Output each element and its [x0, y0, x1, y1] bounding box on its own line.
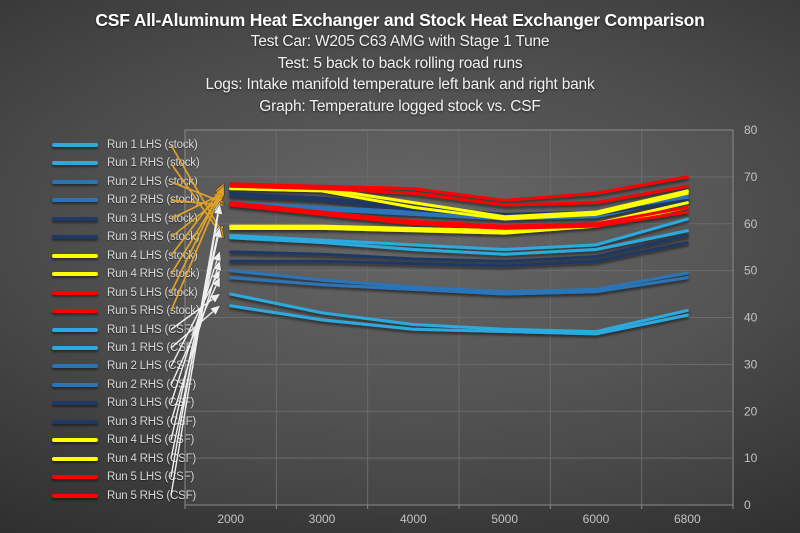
- legend-label: Run 1 RHS (stock): [107, 157, 200, 170]
- series-line: [229, 241, 689, 268]
- title-block: CSF All-Aluminum Heat Exchanger and Stoc…: [0, 9, 800, 117]
- y-axis-label: 60: [744, 217, 758, 231]
- series-line: [229, 175, 689, 202]
- legend-item: Run 2 LHS (stock): [52, 173, 198, 191]
- x-axis-label: 3000: [309, 512, 336, 526]
- legend-swatch: [52, 364, 98, 369]
- legend-swatch: [52, 272, 98, 277]
- series-line: [229, 217, 689, 252]
- x-axis-label: 5000: [491, 512, 518, 526]
- legend-label: Run 3 RHS (stock): [107, 231, 200, 244]
- y-axis-label: 70: [744, 170, 758, 184]
- x-axis-label: 6800: [674, 512, 701, 526]
- legend-swatch: [52, 327, 98, 332]
- legend-item: Run 4 LHS (CSF): [52, 431, 194, 449]
- y-axis-label: 0: [744, 498, 751, 512]
- csf-callout-arrow: [170, 252, 220, 404]
- x-axis-label: 4000: [400, 512, 427, 526]
- legend-item: Run 2 RHS (CSF): [52, 376, 196, 394]
- legend-label: Run 3 LHS (stock): [107, 212, 198, 225]
- series-line: [229, 229, 689, 256]
- legend-item: Run 5 RHS (stock): [52, 302, 200, 320]
- y-axis-label: 40: [744, 311, 758, 325]
- series-line: [229, 203, 689, 230]
- legend-label: Run 1 LHS (CSF): [107, 323, 195, 336]
- y-axis-label: 50: [744, 264, 758, 278]
- y-axis-label: 30: [744, 357, 758, 371]
- series-line: [229, 196, 689, 221]
- series-lines: [229, 175, 689, 336]
- legend-item: Run 1 LHS (stock): [52, 136, 198, 154]
- legend-label: Run 5 LHS (CSF): [107, 471, 195, 484]
- legend-label: Run 2 LHS (stock): [107, 175, 198, 188]
- legend-item: Run 1 RHS (stock): [52, 154, 200, 172]
- legend-swatch: [52, 309, 98, 314]
- stock-callout-arrow: [170, 144, 224, 235]
- y-axis-label: 10: [744, 451, 758, 465]
- legend-swatch: [52, 493, 98, 498]
- series-line: [229, 304, 689, 336]
- legend-item: Run 1 LHS (CSF): [52, 321, 194, 339]
- series-line: [229, 269, 689, 294]
- legend-swatch: [52, 345, 98, 350]
- legend-swatch: [52, 290, 98, 295]
- legend-swatch: [52, 456, 98, 461]
- legend-swatch: [52, 216, 98, 221]
- legend-swatch: [52, 438, 98, 443]
- legend-label: Run 4 LHS (CSF): [107, 434, 195, 447]
- series-line: [229, 184, 689, 207]
- series-line: [229, 292, 689, 334]
- legend-swatch: [52, 419, 98, 424]
- chart-title: CSF All-Aluminum Heat Exchanger and Stoc…: [95, 10, 705, 30]
- x-axis-label: 6000: [583, 512, 610, 526]
- legend-item: Run 5 RHS (CSF): [52, 487, 196, 505]
- legend-label: Run 2 RHS (CSF): [107, 378, 197, 391]
- legend-label: Run 5 RHS (stock): [107, 305, 200, 318]
- legend-item: Run 5 LHS (CSF): [52, 468, 194, 486]
- csf-callout-arrow: [170, 294, 220, 331]
- legend-item: Run 4 LHS (stock): [52, 247, 198, 265]
- csf-callout-arrow: [170, 203, 220, 478]
- plot-border: [184, 129, 734, 506]
- legend-item: Run 3 RHS (stock): [52, 228, 200, 246]
- legend-swatch: [52, 143, 98, 147]
- series-line: [229, 187, 689, 221]
- legend-swatch: [52, 198, 98, 203]
- x-axis-label: 2000: [217, 512, 244, 526]
- callout-arrows: [170, 144, 224, 496]
- legend-item: Run 5 LHS (stock): [52, 284, 198, 302]
- legend-label: Run 5 LHS (stock): [107, 286, 198, 299]
- legend-swatch: [52, 382, 98, 387]
- legend-swatch: [52, 475, 98, 480]
- subtitle-graph: Graph: Temperature logged stock vs. CSF: [259, 97, 541, 115]
- subtitle-test-car: Test Car: W205 C63 AMG with Stage 1 Tune: [250, 33, 550, 50]
- stock-callout-arrow: [170, 186, 224, 257]
- legend-swatch: [52, 253, 98, 258]
- legend-label: Run 2 RHS (stock): [107, 194, 200, 207]
- legend-item: Run 4 RHS (stock): [52, 265, 200, 283]
- subtitle-logs: Logs: Intake manifold temperature left b…: [205, 76, 595, 93]
- series-line: [229, 201, 689, 228]
- series-line: [229, 276, 689, 296]
- y-axis-label: 80: [744, 123, 758, 137]
- csf-callout-arrow: [170, 205, 220, 496]
- legend-item: Run 3 LHS (stock): [52, 210, 198, 228]
- legend-label: Run 4 LHS (stock): [107, 249, 198, 262]
- y-axis-label: 20: [744, 404, 758, 418]
- legend-swatch: [52, 179, 98, 184]
- legend-item: Run 2 RHS (stock): [52, 191, 200, 209]
- subtitle-test: Test: 5 back to back rolling road runs: [277, 54, 523, 72]
- csf-callout-arrow: [170, 226, 220, 441]
- legend-swatch: [52, 401, 98, 406]
- legend-label: Run 5 RHS (CSF): [107, 489, 197, 502]
- legend-swatch: [52, 235, 98, 240]
- series-line: [229, 233, 689, 263]
- legend-label: Run 1 LHS (stock): [107, 139, 198, 151]
- legend-swatch: [52, 161, 98, 166]
- legend-label: Run 4 RHS (stock): [107, 268, 200, 281]
